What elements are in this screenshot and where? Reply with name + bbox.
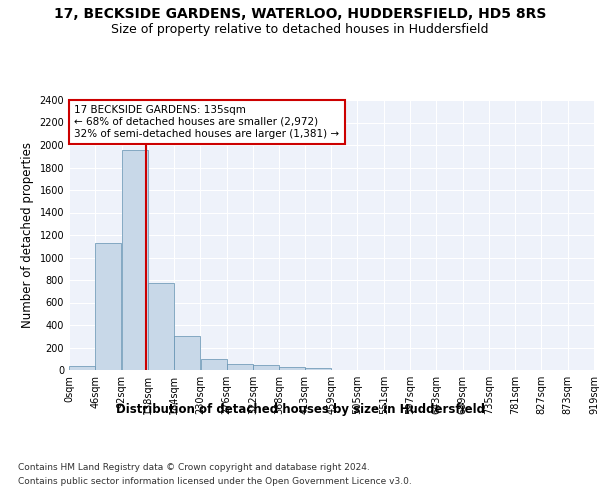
Bar <box>200 359 227 370</box>
Text: Size of property relative to detached houses in Huddersfield: Size of property relative to detached ho… <box>111 22 489 36</box>
Text: Contains HM Land Registry data © Crown copyright and database right 2024.: Contains HM Land Registry data © Crown c… <box>18 462 370 471</box>
Bar <box>95 243 121 370</box>
Bar <box>148 283 174 370</box>
Y-axis label: Number of detached properties: Number of detached properties <box>21 142 34 328</box>
Bar <box>174 336 200 370</box>
Bar <box>122 150 148 370</box>
Text: 17, BECKSIDE GARDENS, WATERLOO, HUDDERSFIELD, HD5 8RS: 17, BECKSIDE GARDENS, WATERLOO, HUDDERSF… <box>54 8 546 22</box>
Bar <box>227 364 253 370</box>
Bar <box>253 365 279 370</box>
Text: 17 BECKSIDE GARDENS: 135sqm
← 68% of detached houses are smaller (2,972)
32% of : 17 BECKSIDE GARDENS: 135sqm ← 68% of det… <box>74 106 340 138</box>
Text: Distribution of detached houses by size in Huddersfield: Distribution of detached houses by size … <box>115 402 485 415</box>
Bar <box>305 368 331 370</box>
Text: Contains public sector information licensed under the Open Government Licence v3: Contains public sector information licen… <box>18 478 412 486</box>
Bar <box>280 366 305 370</box>
Bar <box>69 366 95 370</box>
